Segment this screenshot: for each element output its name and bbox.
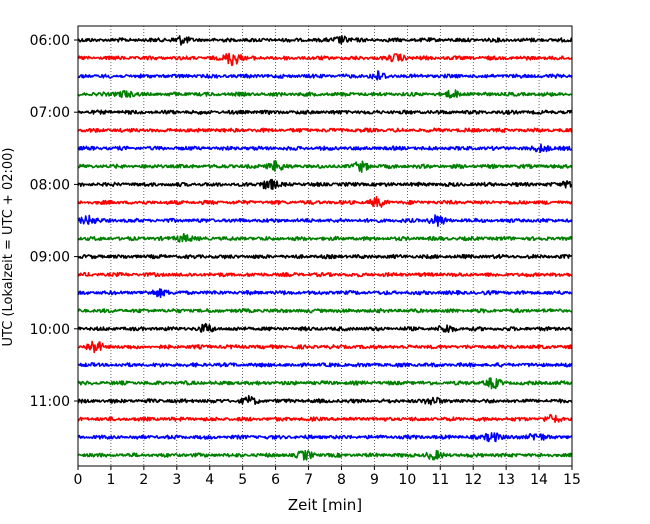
x-tick-label: 6	[271, 472, 280, 488]
x-tick-label: 4	[205, 472, 214, 488]
trace-line-1130	[77, 432, 573, 443]
trace-line-1115	[77, 413, 573, 423]
x-tick-label: 2	[139, 472, 148, 488]
x-tick-label: 0	[74, 472, 83, 488]
x-tick-label: 12	[464, 472, 482, 488]
x-tick-label: 14	[530, 472, 548, 488]
trace-line-1030	[77, 362, 573, 368]
x-tick-label: 1	[106, 472, 115, 488]
x-tick-label: 15	[563, 472, 581, 488]
y-tick-label: 10:00	[30, 322, 70, 338]
x-tick-label: 10	[398, 472, 416, 488]
x-tick-label: 7	[304, 472, 313, 488]
trace-line-1015	[77, 340, 573, 354]
trace-line-0600	[77, 35, 573, 46]
plot-frame	[77, 25, 573, 467]
y-tick-label: 11:00	[30, 394, 70, 410]
y-tick-label: 09:00	[30, 250, 70, 266]
trace-line-1045	[77, 377, 573, 390]
trace-line-0830	[77, 214, 573, 227]
y-tick-label: 08:00	[30, 177, 70, 193]
x-tick-label: 9	[370, 472, 379, 488]
grid-layer	[110, 26, 540, 466]
trace-line-0930	[77, 288, 573, 299]
trace-line-0900	[77, 253, 573, 260]
y-axis-label: UTC (Lokalzeit = UTC + 02:00)	[1, 148, 16, 347]
trace-line-0700	[77, 109, 573, 115]
x-tick-label: 8	[337, 472, 346, 488]
trace-line-0815	[77, 195, 573, 208]
x-tick-label: 3	[172, 472, 181, 488]
y-tick-label: 07:00	[30, 105, 70, 121]
trace-line-0845	[77, 232, 573, 243]
trace-line-0915	[77, 271, 573, 278]
x-tick-label: 11	[431, 472, 449, 488]
trace-line-0630	[77, 70, 573, 81]
trace-line-0615	[77, 52, 573, 67]
trace-line-0945	[77, 307, 573, 314]
x-tick-label: 5	[238, 472, 247, 488]
x-axis-label: Zeit [min]	[288, 496, 362, 514]
trace-line-0800	[77, 178, 573, 191]
trace-line-1000	[77, 322, 573, 333]
trace-line-0745	[77, 160, 573, 173]
trace-layer	[77, 35, 573, 461]
trace-line-0645	[77, 89, 573, 99]
axes-layer: 0 1 2 3 4 5 6 7 8 9 10 11 12 13 14 1506:0007:0008:0009:…	[30, 25, 581, 488]
trace-line-0715	[77, 127, 573, 134]
trace-line-1145	[77, 449, 573, 461]
trace-line-0730	[77, 143, 573, 154]
trace-line-1100	[77, 395, 573, 406]
y-tick-label: 06:00	[30, 33, 70, 49]
x-tick-label: 13	[497, 472, 515, 488]
